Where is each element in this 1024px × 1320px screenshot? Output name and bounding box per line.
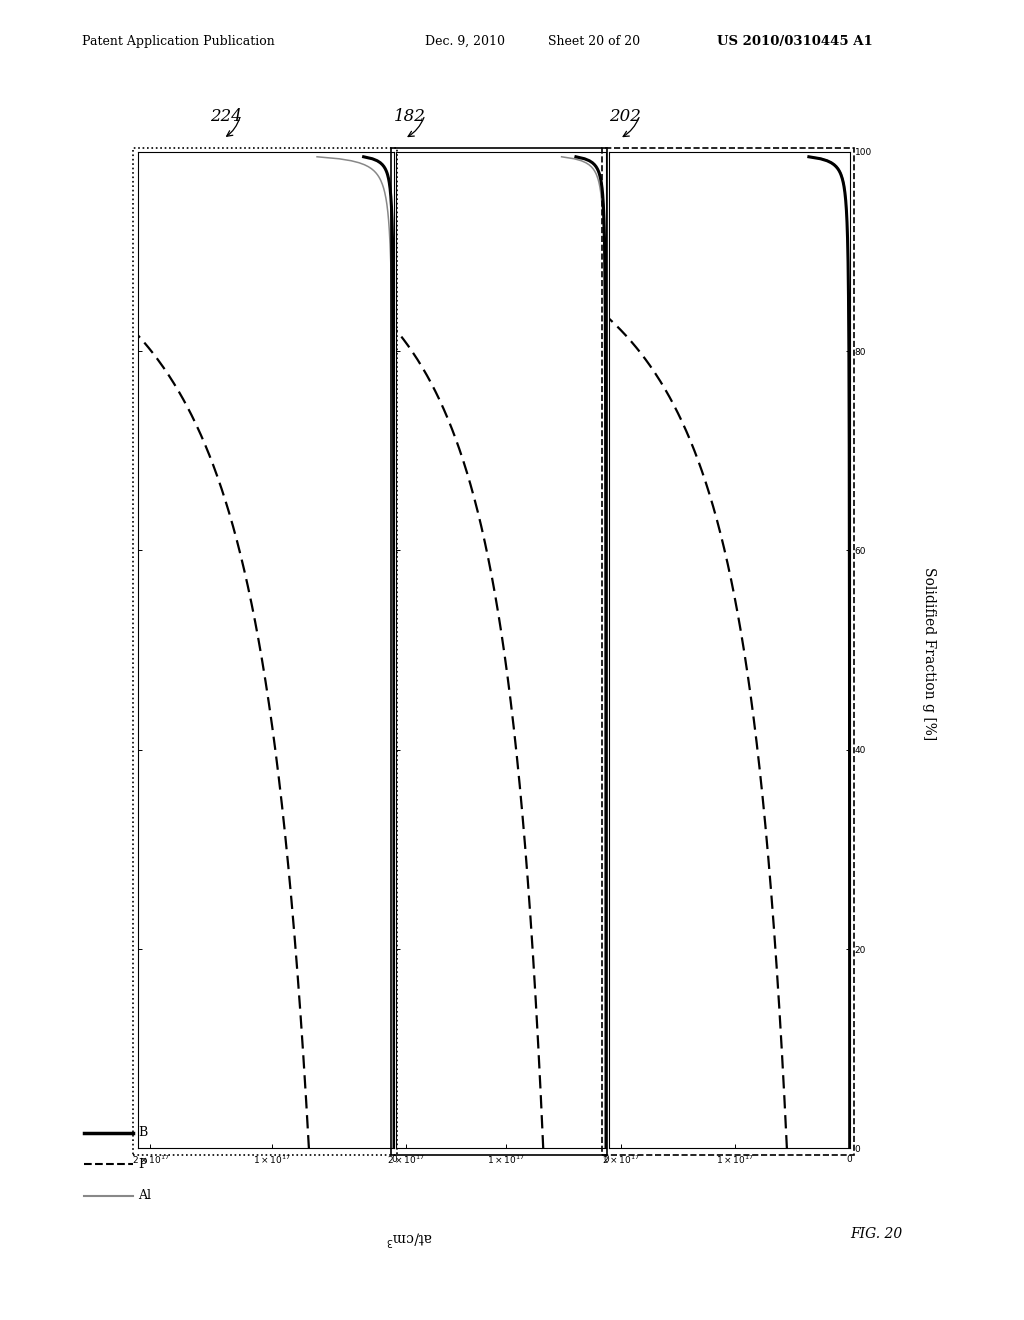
Text: at/cm$^3$: at/cm$^3$	[386, 1229, 433, 1247]
Text: B: B	[138, 1126, 147, 1139]
Text: 202: 202	[609, 108, 641, 125]
Text: P: P	[138, 1158, 146, 1171]
Text: 182: 182	[394, 108, 426, 125]
Text: Patent Application Publication: Patent Application Publication	[82, 34, 274, 48]
Text: Sheet 20 of 20: Sheet 20 of 20	[548, 34, 640, 48]
Text: FIG. 20: FIG. 20	[850, 1228, 902, 1241]
Text: 224: 224	[210, 108, 242, 125]
Text: US 2010/0310445 A1: US 2010/0310445 A1	[717, 34, 872, 48]
Text: Solidified Fraction g [%]: Solidified Fraction g [%]	[922, 566, 936, 741]
Text: Dec. 9, 2010: Dec. 9, 2010	[425, 34, 505, 48]
Text: Al: Al	[138, 1189, 152, 1203]
